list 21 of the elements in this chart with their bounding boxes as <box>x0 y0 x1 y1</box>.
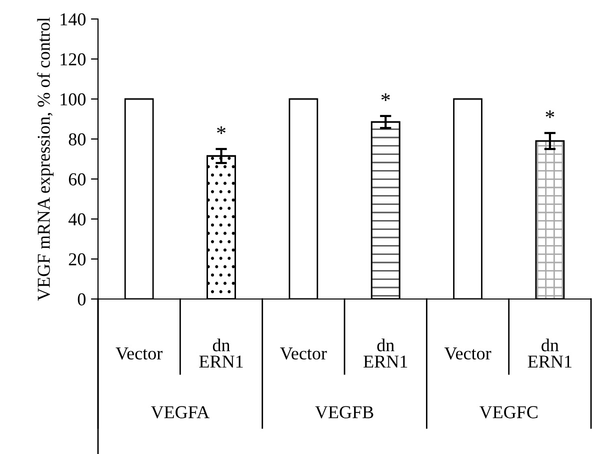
text: VEGFB <box>315 406 374 418</box>
x-tick-label: Vector <box>280 348 327 360</box>
x-tick-label: dn ERN1 <box>528 338 572 368</box>
y-tick-label: 120 <box>60 53 86 66</box>
y-axis-title: VEGF mRNA expression, % of control <box>37 17 54 301</box>
y-tick-label: 20 <box>68 253 86 266</box>
annotation: * <box>546 110 554 118</box>
text: VEGFC <box>479 406 538 418</box>
y-tick-label: 0 <box>78 293 86 306</box>
text: VEGFA <box>150 406 210 418</box>
x-tick-label: Vector <box>444 348 492 360</box>
y-tick-label: 100 <box>60 93 86 106</box>
y-tick-label: 80 <box>68 133 86 146</box>
y-tick-label: 40 <box>68 213 86 226</box>
x-tick-label: Vector <box>116 348 162 360</box>
annotation: * <box>381 93 390 102</box>
annotation: * <box>217 126 226 134</box>
y-tick-label: 140 <box>60 13 86 26</box>
x-tick-label: dn ERN1 <box>364 338 408 368</box>
x-tick-label: dn ERN1 <box>199 338 243 368</box>
y-tick-label: 60 <box>68 173 86 186</box>
